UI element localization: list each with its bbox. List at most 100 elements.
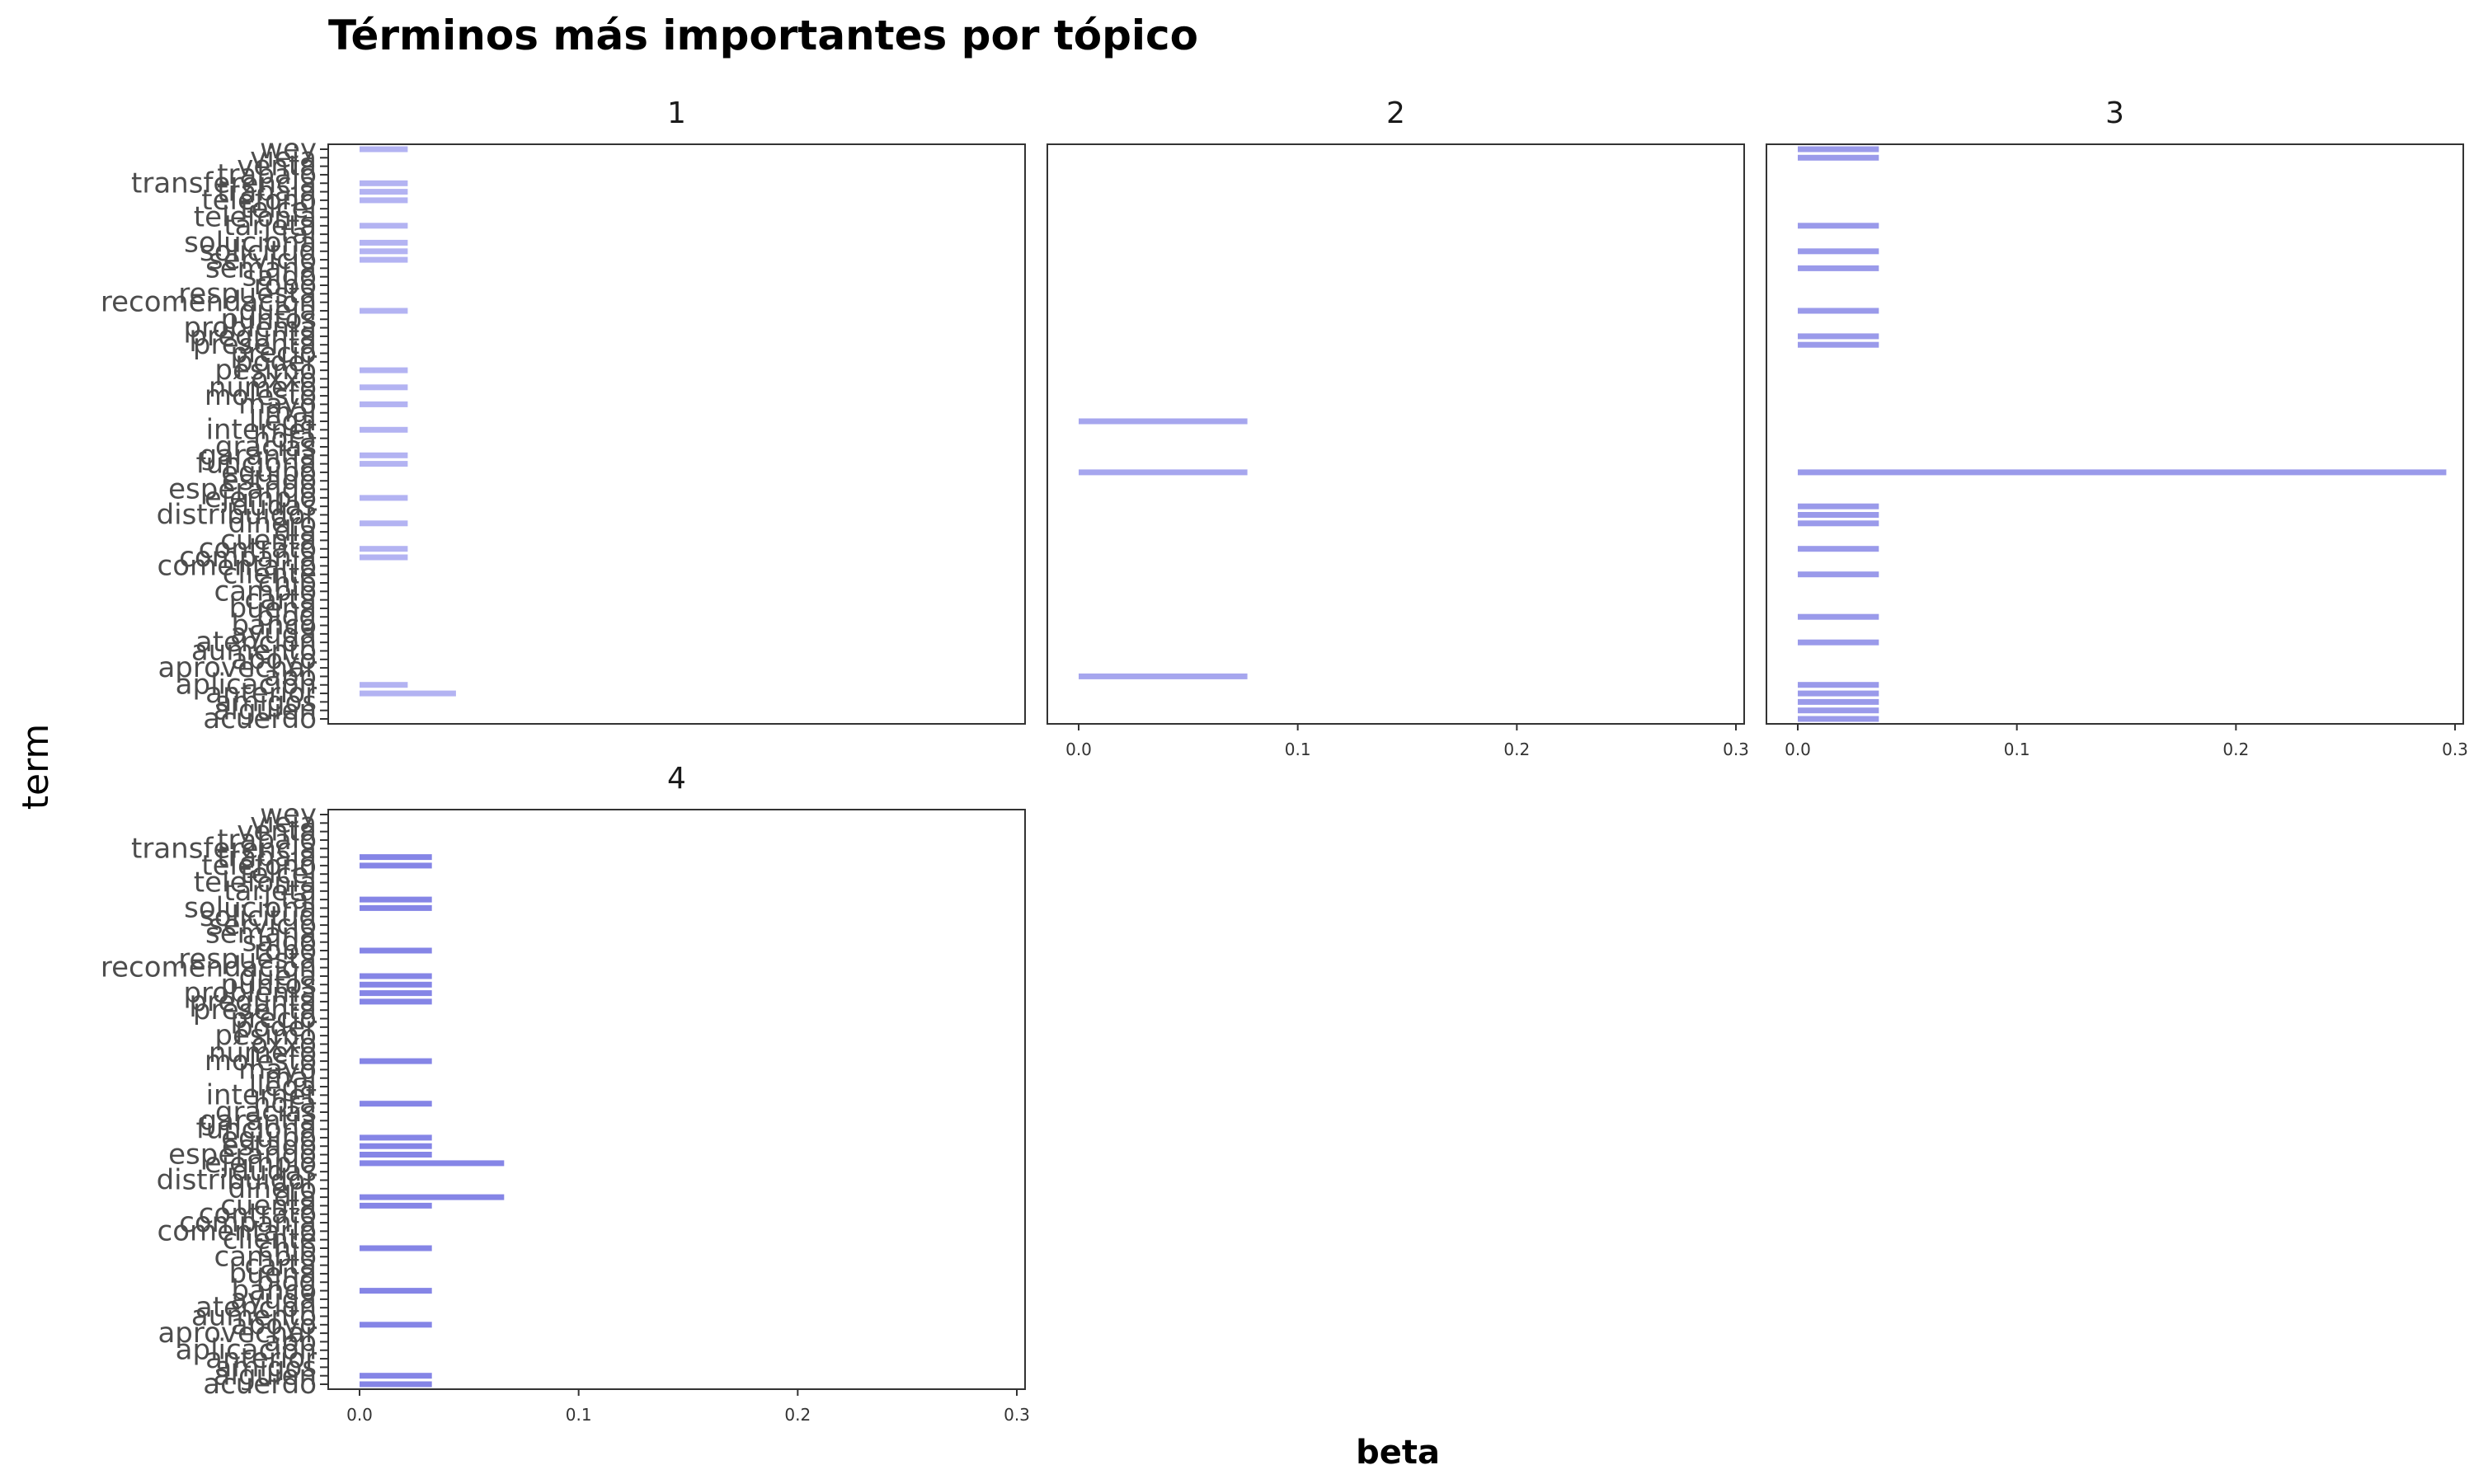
- x-tick-label: 0.2: [784, 1405, 811, 1425]
- bar: [360, 1101, 432, 1107]
- y-tick-label: chip: [258, 566, 317, 599]
- bar: [360, 690, 456, 697]
- y-tick-label: gracias: [215, 430, 317, 463]
- y-tick-label: robo: [254, 934, 317, 967]
- y-tick-label: amigos: [215, 685, 317, 718]
- y-tick-label: pésimo: [214, 1019, 317, 1052]
- y-tick-label: vieja: [250, 141, 317, 174]
- bar: [360, 1202, 432, 1209]
- bar: [1079, 469, 1248, 476]
- bar: [360, 973, 432, 979]
- bar: [1798, 223, 1879, 229]
- bar: [360, 1143, 432, 1149]
- bar: [360, 854, 432, 861]
- y-tick-label: blog: [256, 600, 317, 633]
- y-tick-label: teléfono: [201, 184, 317, 217]
- y-tick-label: cuenta: [220, 1189, 317, 1222]
- bar: [1798, 707, 1879, 714]
- bar: [1079, 673, 1248, 679]
- y-tick-label: pésimo: [214, 354, 317, 387]
- y-tick-label: atención: [195, 1291, 317, 1324]
- y-tick-label: acuerdo: [203, 702, 317, 735]
- panel-topic-2: 2 0.0 0.1 0.2 0.3: [1047, 96, 1749, 759]
- bar: [1798, 341, 1879, 348]
- bar: [360, 239, 408, 246]
- y-tick-label: oxxo: [251, 1027, 317, 1060]
- y-tick-label: problema: [183, 312, 317, 345]
- y-tick-label: anterior: [205, 1342, 317, 1375]
- y-tick-label: queja: [239, 960, 317, 993]
- y-tick-label: estado: [222, 1129, 317, 1162]
- y-tick-label: dinero: [228, 507, 317, 540]
- y-tick-label: cambio: [214, 1240, 317, 1273]
- bar: [360, 1152, 432, 1158]
- y-tick-label: número: [209, 371, 317, 404]
- bar: [360, 1134, 432, 1141]
- y-tick-label: aprovechar: [158, 1317, 317, 1350]
- y-tick-label: recomendación: [101, 951, 317, 984]
- y-tick-label: tarjeta: [223, 875, 317, 908]
- panel-frame: [1766, 143, 2464, 725]
- y-tick-label: dudas: [232, 490, 317, 523]
- y-tick-label: problema: [183, 977, 317, 1010]
- y-tick-label: aplicación: [176, 669, 317, 702]
- bar: [360, 981, 432, 988]
- bar: [360, 947, 432, 954]
- y-tick-label: internet: [206, 1078, 317, 1111]
- y-tick-label: esperando: [168, 1139, 317, 1172]
- y-tick-label: ejemplo: [205, 481, 317, 514]
- y-tick-label: día: [274, 515, 317, 548]
- bar: [360, 223, 408, 229]
- y-tick-label: apoyo: [231, 643, 317, 676]
- bar: [360, 998, 432, 1005]
- bar: [360, 495, 408, 501]
- bar: [1798, 639, 1879, 646]
- bar: [360, 426, 408, 433]
- bar: [360, 1288, 432, 1294]
- y-tick-label: contrato: [199, 533, 317, 566]
- y-tick-label: garantía: [200, 439, 317, 472]
- bar: [360, 180, 408, 186]
- y-tick-label: aumento: [191, 1299, 317, 1332]
- x-tick-label: 0.3: [1723, 740, 1749, 759]
- bar: [360, 367, 408, 373]
- y-tick-label: aumento: [191, 634, 317, 667]
- y-tick-label: comentario: [158, 549, 317, 582]
- y-tick-label: cambio: [214, 575, 317, 608]
- y-tick-label: queja: [239, 294, 317, 327]
- y-tick-label: llega: [249, 405, 317, 438]
- bar: [360, 1322, 432, 1328]
- y-tick-label: mal: [265, 1062, 317, 1095]
- y-tick-label: respuesta: [178, 942, 317, 975]
- bar: [1798, 682, 1879, 688]
- panel-topic-1: 1 weyviejaventatrabajotransferenciatrabaj…: [101, 96, 1026, 735]
- y-tick-label: wey: [260, 798, 317, 831]
- bar: [360, 1381, 432, 1388]
- y-tick-label: amigos: [215, 1350, 317, 1383]
- bar: [360, 197, 408, 204]
- bar: [1798, 503, 1879, 510]
- x-tick-label: 0.1: [2004, 740, 2030, 759]
- y-tick-label: poder: [235, 1011, 317, 1044]
- bar: [360, 248, 408, 255]
- y-tick-label: comentario: [158, 1214, 317, 1247]
- bar: [360, 682, 408, 688]
- y-tick-label: contrato: [199, 1198, 317, 1231]
- y-tick-label: chip: [258, 1232, 317, 1265]
- y-tick-label: telcel: [240, 857, 317, 890]
- y-tick-label: puntos: [220, 968, 317, 1001]
- y-tick-label: ayuda: [230, 1283, 317, 1316]
- y-tick-label: compañía: [179, 541, 317, 574]
- y-tick-label: venta: [237, 815, 317, 848]
- y-tick-label: alguien: [214, 1360, 317, 1392]
- y-tick-label: saldo: [242, 261, 317, 294]
- x-tick-label: 0.1: [1285, 740, 1311, 759]
- y-tick-label: tarjeta: [223, 209, 317, 242]
- bar: [1798, 308, 1879, 314]
- strip-label: 4: [667, 762, 686, 796]
- y-tick-label: garantía: [200, 1104, 317, 1137]
- y-tick-label: día: [274, 1181, 317, 1214]
- y-tick-label: app: [264, 1325, 317, 1358]
- y-tick-label: número: [209, 1036, 317, 1069]
- y-tick-label: apoyo: [231, 1308, 317, 1341]
